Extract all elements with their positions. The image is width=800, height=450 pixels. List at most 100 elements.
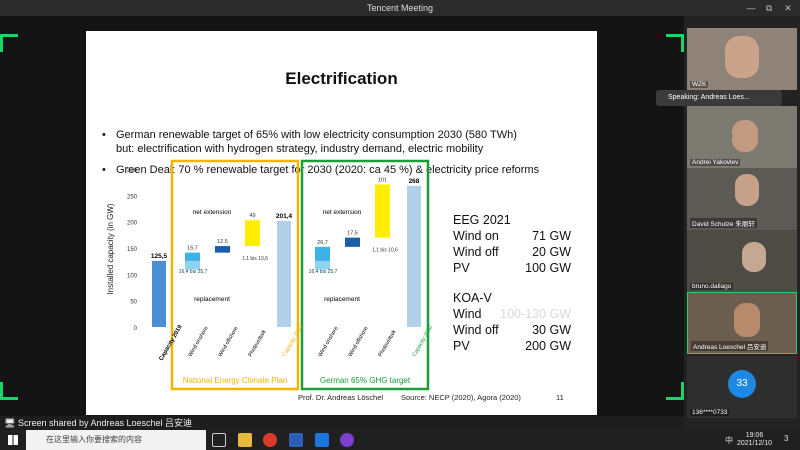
x-tick-label: Wind offshore	[348, 326, 370, 358]
notification-count[interactable]: 3	[784, 434, 789, 443]
bar-value-label: 201,4	[276, 213, 293, 220]
participant-name: David Schulze 朱丽轩	[690, 218, 757, 228]
participant-video	[742, 242, 766, 272]
bar-value-label: 101	[378, 177, 387, 183]
slide-page-number: 11	[556, 393, 564, 402]
participant-name: Andreas Loeschel 吕安迪	[691, 341, 769, 351]
bullet-1-line-2: but: electrification with hydrogen strat…	[116, 143, 484, 155]
bullet-2: Green Deal: 70 % renewable target for 20…	[102, 163, 586, 177]
y-tick-label: 150	[127, 247, 138, 253]
share-banner-text: Screen shared by Andreas Loeschel 吕安迪	[17, 418, 193, 428]
y-tick-label: 50	[130, 300, 137, 306]
eeg-row-label: PV	[453, 261, 470, 275]
eeg-row-value: 71 GW	[532, 229, 571, 243]
windows-start-icon[interactable]	[8, 435, 18, 445]
chart-y-label: Installed capacity (in GW)	[106, 203, 115, 294]
file-explorer-icon[interactable]	[238, 433, 252, 447]
participant-tile[interactable]: 33 136****0733	[687, 356, 797, 418]
panel-frame-label: National Energy Climate Plan	[183, 376, 288, 385]
eeg-row-value: 100 GW	[525, 261, 571, 275]
chart-y-axis: 0 50 100 150 200 250 300	[127, 168, 138, 332]
koa-row-label: Wind	[453, 307, 482, 321]
x-tick-label: Photovoltaik	[378, 329, 398, 358]
participant-name: Andrei Yakovlev	[690, 159, 741, 166]
participant-video	[734, 303, 760, 337]
panel-frame	[170, 159, 300, 391]
slide-source: Source: NECP (2020), Agora (2020)	[401, 393, 521, 402]
share-frame-corner-tl	[0, 34, 18, 52]
participant-name: WZK	[690, 81, 709, 88]
y-tick-label: 100	[127, 273, 138, 279]
x-tick-label: Wind onshore	[188, 326, 210, 358]
participant-video	[725, 36, 759, 78]
bar-value-label: 268	[409, 178, 420, 185]
bar-replacement	[315, 260, 330, 270]
bar-value-label: 12,5	[217, 239, 228, 245]
participant-avatar: 33	[728, 370, 756, 398]
eeg-row-label: Wind on	[453, 229, 499, 243]
taskbar-search-input[interactable]: 在这里输入你要搜索的内容	[26, 430, 206, 450]
bar-capacity-2030	[277, 220, 291, 327]
participant-name: bruno.dallago	[690, 283, 734, 290]
eeg-row-value: 20 GW	[532, 245, 571, 259]
participant-tile-active[interactable]: Andreas Loeschel 吕安迪	[687, 292, 797, 354]
replacement-note: 16,4 bis 25,7	[179, 269, 208, 275]
bar-value-label: 15,7	[187, 246, 198, 252]
tencent-meeting-icon[interactable]	[315, 433, 329, 447]
y-tick-label: 300	[127, 168, 138, 174]
eeg-heading: EEG 2021	[453, 213, 511, 227]
slide-author: Prof. Dr. Andreas Löschel	[298, 393, 384, 402]
windows-taskbar: 在这里输入你要搜索的内容 中 19:06 2021/12/10 3	[0, 430, 800, 450]
word-icon[interactable]	[289, 433, 303, 447]
presentation-slide: Electrification German renewable target …	[86, 31, 597, 415]
pv-note: 1,1 bis 10,6	[372, 248, 398, 254]
window-title: Tencent Meeting	[366, 3, 434, 13]
minimize-button[interactable]: —	[746, 3, 756, 13]
shared-screen-area: Electrification German renewable target …	[0, 16, 684, 418]
bar-net-extension	[245, 220, 260, 247]
participant-tile[interactable]: Andrei Yakovlev	[687, 106, 797, 168]
chrome-icon[interactable]	[263, 433, 277, 447]
replacement-label: replacement	[324, 296, 360, 303]
share-icon: 🖥	[4, 418, 18, 428]
participant-tile[interactable]: WZK	[687, 28, 797, 90]
app-icon[interactable]	[340, 433, 354, 447]
participant-tile[interactable]: bruno.dallago	[687, 230, 797, 292]
net-extension-label: net extension	[193, 209, 232, 216]
net-extension-label: net extension	[323, 209, 362, 216]
chart-panel-frames	[170, 159, 430, 391]
close-button[interactable]: ✕	[784, 3, 792, 13]
participant-name: 136****0733	[690, 409, 730, 416]
bar-value-label: 49	[249, 213, 255, 219]
x-tick-label: Photovoltaik	[248, 329, 268, 358]
bar-net-extension	[185, 252, 200, 261]
bar-capacity-2019	[152, 260, 166, 327]
pv-note: 1,1 bis 10,6	[242, 256, 268, 262]
restore-button[interactable]: ⧉	[765, 3, 773, 13]
koa-row-label: Wind off	[453, 323, 499, 337]
share-frame-corner-bl	[0, 382, 18, 400]
bullet-1: German renewable target of 65% with low …	[102, 128, 586, 156]
bullet-1-line-1: German renewable target of 65% with low …	[116, 129, 517, 141]
x-tick-label: Wind offshore	[218, 326, 240, 358]
participant-tile[interactable]: David Schulze 朱丽轩	[687, 168, 797, 230]
slide-title: Electrification	[285, 69, 398, 88]
participant-video	[735, 174, 759, 206]
task-view-icon[interactable]	[212, 433, 226, 447]
koa-row-value: 30 GW	[532, 323, 571, 337]
speaking-indicator: Speaking: Andreas Loes...	[656, 90, 782, 106]
share-frame-corner-tr	[666, 34, 684, 52]
bar-net-extension	[315, 246, 330, 261]
bar-capacity-2030	[407, 185, 421, 327]
replacement-note: 16,4 bis 25,7	[309, 269, 338, 275]
speaking-text: Speaking: Andreas Loes...	[668, 94, 750, 101]
taskbar-search-placeholder: 在这里输入你要搜索的内容	[46, 435, 142, 444]
y-tick-label: 200	[127, 221, 138, 227]
y-tick-label: 250	[127, 194, 138, 200]
taskbar-clock[interactable]: 19:06 2021/12/10	[737, 432, 772, 448]
replacement-label: replacement	[194, 296, 230, 303]
koa-heading: KOA-V	[453, 291, 492, 305]
y-tick-label: 0	[134, 326, 138, 332]
ime-indicator[interactable]: 中	[725, 436, 733, 445]
bar-net-extension	[375, 184, 390, 238]
